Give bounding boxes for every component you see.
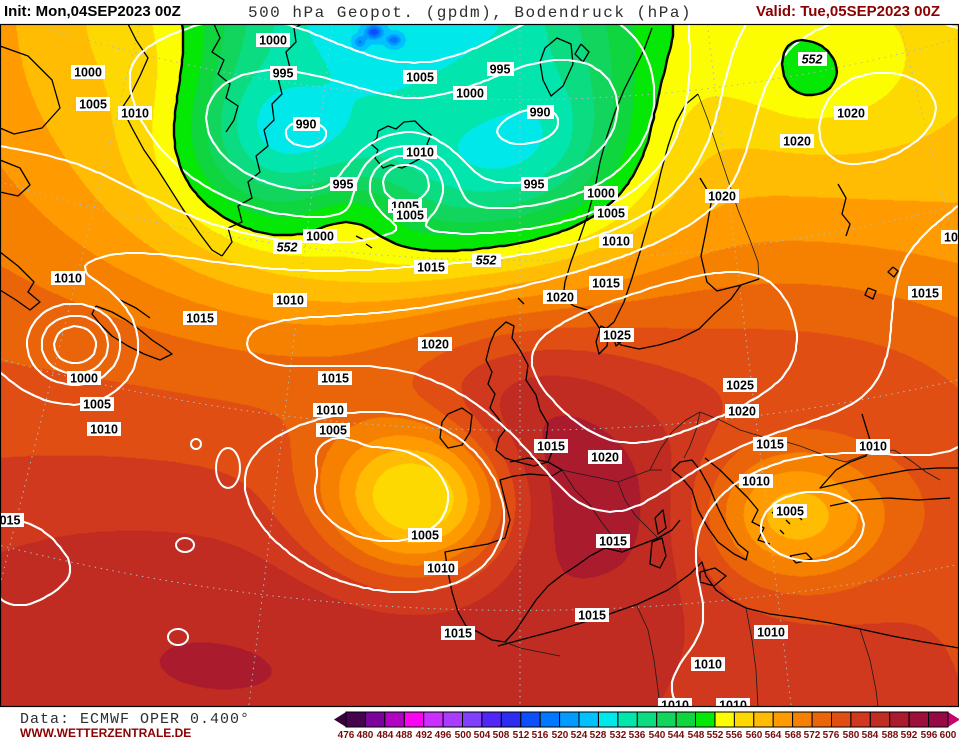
svg-text:995: 995 — [490, 63, 511, 77]
svg-text:1000: 1000 — [259, 34, 287, 48]
svg-text:Init: Mon,04SEP2023 00Z: Init: Mon,04SEP2023 00Z — [4, 3, 181, 20]
svg-text:1015: 1015 — [321, 372, 349, 386]
svg-text:1010: 1010 — [427, 562, 455, 576]
svg-text:1010: 1010 — [602, 235, 630, 249]
svg-text:492: 492 — [416, 730, 433, 741]
svg-text:600: 600 — [940, 730, 957, 741]
svg-text:1015: 1015 — [417, 261, 445, 275]
svg-text:564: 564 — [765, 730, 782, 741]
svg-text:580: 580 — [843, 730, 860, 741]
svg-text:544: 544 — [668, 730, 685, 741]
svg-text:1015: 1015 — [911, 287, 939, 301]
svg-text:1005: 1005 — [319, 424, 347, 438]
svg-text:995: 995 — [273, 67, 294, 81]
svg-text:1000: 1000 — [456, 87, 484, 101]
svg-text:1010: 1010 — [276, 294, 304, 308]
svg-text:1010: 1010 — [54, 272, 82, 286]
svg-text:990: 990 — [296, 118, 317, 132]
svg-text:1010: 1010 — [90, 423, 118, 437]
svg-text:484: 484 — [377, 730, 394, 741]
svg-text:995: 995 — [333, 178, 354, 192]
svg-text:1020: 1020 — [546, 291, 574, 305]
svg-text:476: 476 — [338, 730, 355, 741]
svg-text:552: 552 — [277, 241, 298, 255]
svg-text:1010: 1010 — [406, 146, 434, 160]
svg-text:596: 596 — [921, 730, 938, 741]
svg-text:568: 568 — [785, 730, 802, 741]
svg-text:1020: 1020 — [421, 338, 449, 352]
svg-text:516: 516 — [532, 730, 549, 741]
svg-text:1015: 1015 — [756, 438, 784, 452]
svg-text:556: 556 — [726, 730, 743, 741]
svg-text:560: 560 — [746, 730, 763, 741]
svg-text:552: 552 — [707, 730, 724, 741]
svg-text:500 hPa Geopot. (gpdm), Bodend: 500 hPa Geopot. (gpdm), Bodendruck (hPa) — [248, 4, 692, 22]
svg-text:1010: 1010 — [742, 475, 770, 489]
svg-text:1010: 1010 — [694, 658, 722, 672]
svg-text:520: 520 — [552, 730, 569, 741]
svg-text:576: 576 — [823, 730, 840, 741]
svg-text:1005: 1005 — [597, 207, 625, 221]
svg-text:1010: 1010 — [121, 107, 149, 121]
svg-text:1015: 1015 — [444, 627, 472, 641]
svg-text:995: 995 — [524, 178, 545, 192]
svg-text:1015: 1015 — [592, 277, 620, 291]
svg-text:1020: 1020 — [708, 190, 736, 204]
svg-text:532: 532 — [610, 730, 627, 741]
svg-text:1000: 1000 — [587, 187, 615, 201]
svg-text:1010: 1010 — [661, 699, 689, 713]
svg-text:512: 512 — [513, 730, 530, 741]
svg-text:572: 572 — [804, 730, 821, 741]
svg-text:480: 480 — [357, 730, 374, 741]
svg-text:548: 548 — [688, 730, 705, 741]
svg-text:500: 500 — [455, 730, 472, 741]
svg-text:1015: 1015 — [537, 440, 565, 454]
svg-text:552: 552 — [476, 254, 497, 268]
svg-text:552: 552 — [802, 53, 823, 67]
svg-text:1005: 1005 — [776, 505, 804, 519]
svg-text:1025: 1025 — [603, 329, 631, 343]
svg-text:1000: 1000 — [74, 66, 102, 80]
svg-text:536: 536 — [629, 730, 646, 741]
svg-text:1010: 1010 — [316, 404, 344, 418]
svg-text:1005: 1005 — [396, 209, 424, 223]
svg-text:1010: 1010 — [719, 699, 747, 713]
svg-text:1015: 1015 — [186, 312, 214, 326]
svg-text:1020: 1020 — [591, 451, 619, 465]
svg-text:1020: 1020 — [728, 405, 756, 419]
svg-text:015: 015 — [0, 514, 20, 528]
svg-text:496: 496 — [435, 730, 452, 741]
svg-text:WWW.WETTERZENTRALE.DE: WWW.WETTERZENTRALE.DE — [20, 726, 191, 740]
svg-text:1005: 1005 — [406, 71, 434, 85]
svg-text:1025: 1025 — [726, 379, 754, 393]
svg-text:588: 588 — [882, 730, 899, 741]
svg-text:1010: 1010 — [859, 440, 887, 454]
svg-text:1000: 1000 — [70, 372, 98, 386]
svg-text:10: 10 — [944, 231, 958, 245]
svg-text:1005: 1005 — [79, 98, 107, 112]
svg-text:528: 528 — [590, 730, 607, 741]
svg-text:592: 592 — [901, 730, 918, 741]
svg-text:Valid: Tue,05SEP2023 00Z: Valid: Tue,05SEP2023 00Z — [756, 3, 940, 20]
svg-text:1005: 1005 — [83, 398, 111, 412]
svg-text:990: 990 — [530, 106, 551, 120]
svg-text:584: 584 — [862, 730, 879, 741]
svg-text:524: 524 — [571, 730, 588, 741]
svg-text:504: 504 — [474, 730, 491, 741]
svg-text:1020: 1020 — [783, 135, 811, 149]
svg-text:1020: 1020 — [837, 107, 865, 121]
svg-text:540: 540 — [649, 730, 666, 741]
svg-text:1005: 1005 — [411, 529, 439, 543]
svg-text:1000: 1000 — [306, 230, 334, 244]
svg-text:488: 488 — [396, 730, 413, 741]
svg-text:1015: 1015 — [578, 609, 606, 623]
svg-text:1010: 1010 — [757, 626, 785, 640]
svg-text:508: 508 — [493, 730, 510, 741]
svg-text:1015: 1015 — [599, 535, 627, 549]
svg-text:Data: ECMWF OPER 0.400°: Data: ECMWF OPER 0.400° — [20, 711, 250, 728]
